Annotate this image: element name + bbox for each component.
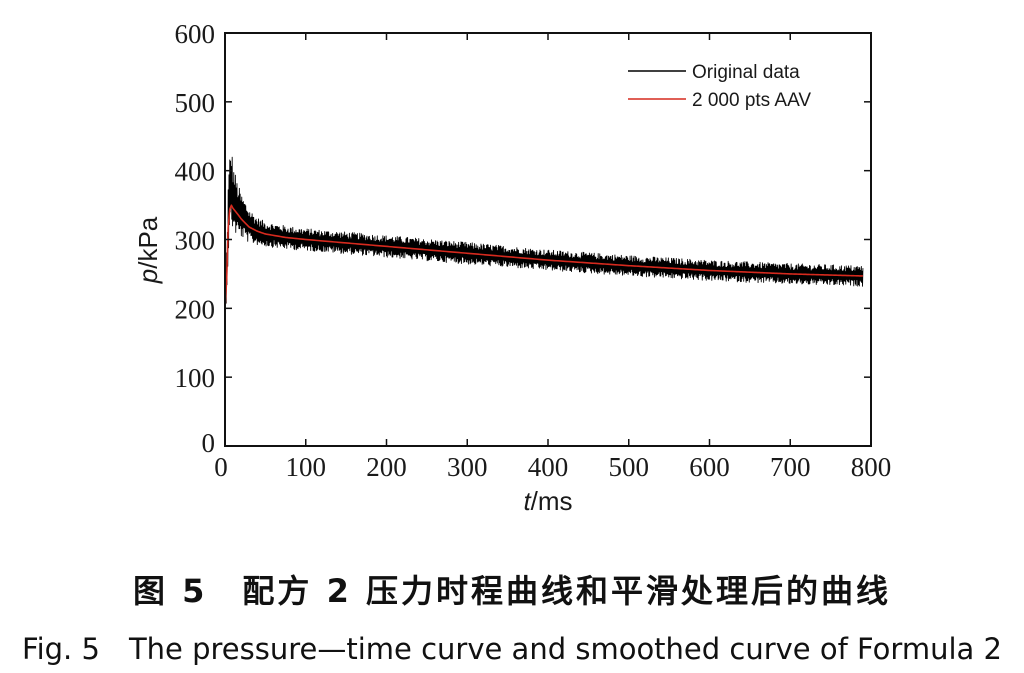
x-tick-label: 700 [770,452,811,482]
y-axis-title-symbol: p [133,269,163,284]
y-axis-title-unit: /kPa [133,216,163,269]
x-tick-label: 800 [851,452,892,482]
x-tick-label: 600 [689,452,730,482]
figure-caption-zh: 图 5 配方 2 压力时程曲线和平滑处理后的曲线 [133,572,891,610]
legend: Original data 2 000 pts AAV [628,62,811,111]
x-tick-label: 400 [528,452,569,482]
y-tick-label: 100 [175,363,216,393]
chart: 0 100 200 300 400 500 600 700 800 0 100 200 300 400 50… [133,19,892,516]
x-axis-title: t/ms [523,486,572,516]
legend-label-aav: 2 000 pts AAV [692,90,811,111]
y-tick-label: 300 [175,226,216,256]
x-tick-label: 200 [366,452,407,482]
x-tick-label: 300 [447,452,488,482]
x-tick-label: 500 [609,452,650,482]
y-tick-label: 500 [175,88,216,118]
y-tick-label: 0 [202,428,216,458]
y-tick-label: 200 [175,294,216,324]
y-tick-label: 400 [175,157,216,187]
x-tick-label: 0 [214,452,228,482]
plot-layer [224,156,864,309]
series-line-aav-smoothed [224,204,863,309]
tick-layer: 0 100 200 300 400 500 600 700 800 0 100 200 300 400 50… [175,19,892,482]
x-axis-title-unit: /ms [531,486,573,516]
y-axis-title: p/kPa [133,216,163,284]
legend-label-original: Original data [692,62,800,83]
figure-caption-en: Fig. 5 The pressure—time curve and smoot… [22,632,1002,666]
x-axis-title-symbol: t [523,486,532,516]
y-tick-label: 600 [175,19,216,49]
x-tick-label: 100 [286,452,327,482]
